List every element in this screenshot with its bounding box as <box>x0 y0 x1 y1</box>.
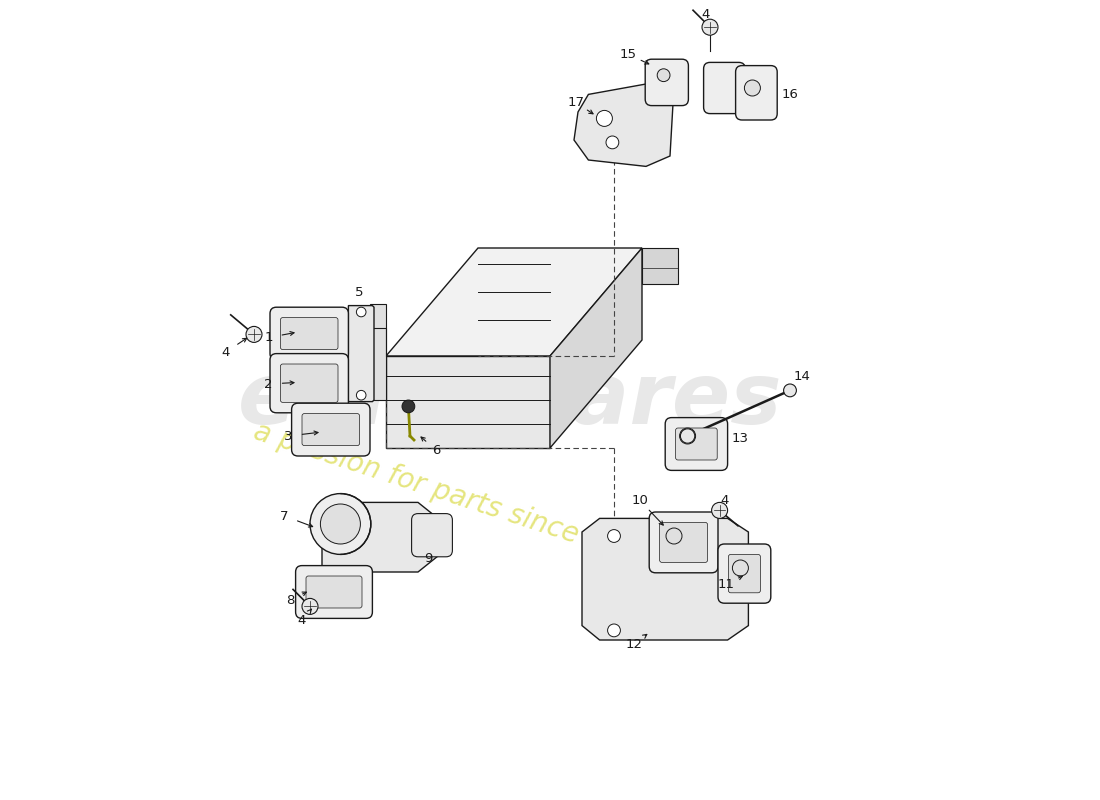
FancyBboxPatch shape <box>649 512 718 573</box>
Circle shape <box>712 502 727 518</box>
FancyBboxPatch shape <box>646 59 689 106</box>
Circle shape <box>783 384 796 397</box>
Circle shape <box>356 390 366 400</box>
FancyBboxPatch shape <box>280 364 338 402</box>
FancyBboxPatch shape <box>292 403 370 456</box>
Circle shape <box>702 19 718 35</box>
Text: a passion for parts since 1985: a passion for parts since 1985 <box>250 418 658 574</box>
Circle shape <box>607 624 620 637</box>
Text: 1: 1 <box>264 331 273 344</box>
Circle shape <box>666 528 682 544</box>
FancyBboxPatch shape <box>718 544 771 603</box>
Circle shape <box>310 494 371 554</box>
FancyBboxPatch shape <box>270 354 349 413</box>
Text: 9: 9 <box>425 552 432 565</box>
Circle shape <box>402 400 415 413</box>
FancyBboxPatch shape <box>728 554 760 593</box>
FancyBboxPatch shape <box>736 66 778 120</box>
Polygon shape <box>349 306 374 402</box>
FancyBboxPatch shape <box>306 576 362 608</box>
Text: 16: 16 <box>782 88 799 101</box>
FancyBboxPatch shape <box>666 418 727 470</box>
Text: 8: 8 <box>286 594 294 606</box>
FancyBboxPatch shape <box>302 414 360 446</box>
Circle shape <box>745 80 760 96</box>
Circle shape <box>356 307 366 317</box>
FancyBboxPatch shape <box>675 428 717 460</box>
Text: 4: 4 <box>720 494 728 506</box>
Polygon shape <box>550 248 642 448</box>
Text: 2: 2 <box>264 378 273 390</box>
Text: 4: 4 <box>702 8 711 21</box>
FancyBboxPatch shape <box>296 566 373 618</box>
Circle shape <box>302 598 318 614</box>
FancyBboxPatch shape <box>660 522 707 562</box>
Text: 4: 4 <box>222 346 230 358</box>
Text: 3: 3 <box>284 430 293 442</box>
Circle shape <box>596 110 613 126</box>
Circle shape <box>320 504 361 544</box>
Circle shape <box>681 429 695 443</box>
Text: 10: 10 <box>631 494 648 506</box>
Text: 15: 15 <box>620 48 637 61</box>
Text: 7: 7 <box>280 510 288 522</box>
Text: 13: 13 <box>732 432 749 445</box>
Circle shape <box>733 560 748 576</box>
Polygon shape <box>370 304 386 400</box>
Polygon shape <box>642 248 678 284</box>
Circle shape <box>606 136 619 149</box>
FancyBboxPatch shape <box>411 514 452 557</box>
Polygon shape <box>574 84 674 166</box>
Polygon shape <box>322 502 438 572</box>
FancyBboxPatch shape <box>270 307 349 360</box>
Circle shape <box>246 326 262 342</box>
FancyBboxPatch shape <box>280 318 338 350</box>
Circle shape <box>657 69 670 82</box>
Text: 5: 5 <box>355 286 364 298</box>
Text: 17: 17 <box>568 96 584 109</box>
FancyBboxPatch shape <box>704 62 745 114</box>
Text: eurospares: eurospares <box>238 358 782 442</box>
Circle shape <box>607 530 620 542</box>
Polygon shape <box>582 518 748 640</box>
Text: 6: 6 <box>432 444 441 457</box>
Polygon shape <box>386 356 550 448</box>
Text: 11: 11 <box>717 578 735 590</box>
Circle shape <box>680 428 695 444</box>
Text: 14: 14 <box>793 370 811 382</box>
Polygon shape <box>386 248 642 356</box>
Text: 4: 4 <box>298 614 306 626</box>
Text: 12: 12 <box>626 638 642 650</box>
